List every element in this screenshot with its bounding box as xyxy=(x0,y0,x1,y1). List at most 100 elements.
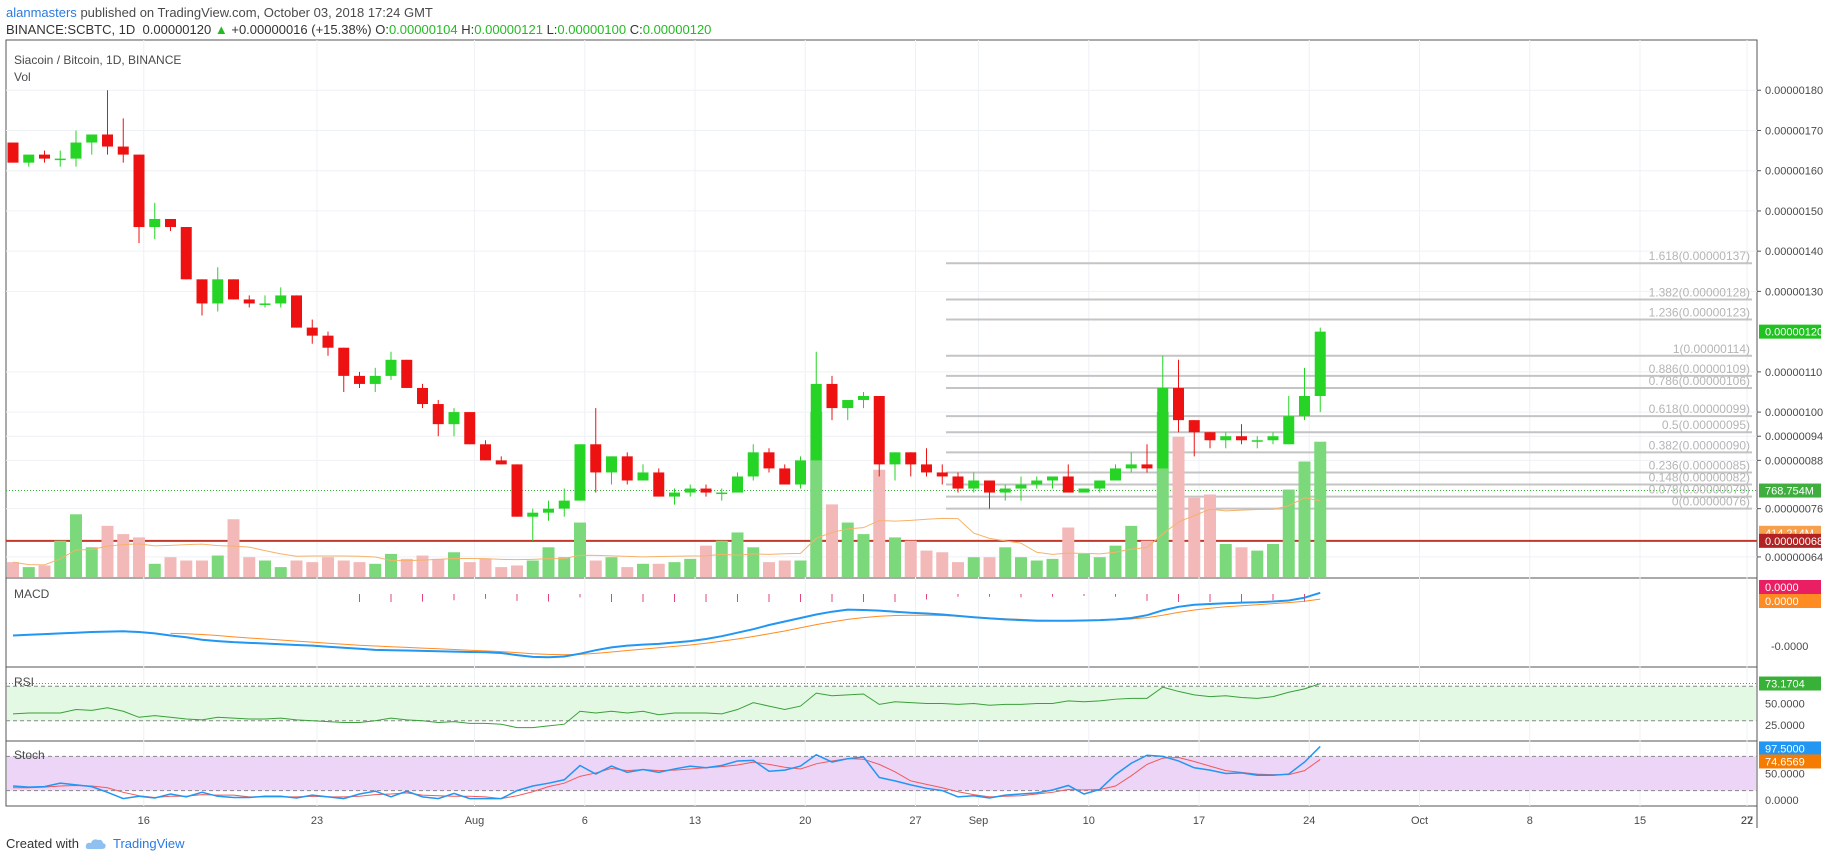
y-tick-label-11: 0.00000064 xyxy=(1765,552,1823,564)
volume-bar-47 xyxy=(747,547,760,577)
candle-body-48 xyxy=(763,452,775,469)
candle-body-3 xyxy=(54,158,66,161)
pane-labels: Siacoin / Bitcoin, 1D, BINANCE Vol MACD RSI… xyxy=(14,53,181,762)
volume-bar-80 xyxy=(1267,544,1279,577)
candle-body-55 xyxy=(873,396,885,465)
volume-bar-52 xyxy=(826,504,838,577)
candle-body-20 xyxy=(322,335,334,348)
candle-body-71 xyxy=(1125,464,1137,469)
candle-body-46 xyxy=(732,476,743,493)
last-price-badge-bg xyxy=(1759,324,1821,339)
candle-body-63 xyxy=(999,488,1011,493)
x-tick-label-2: Aug xyxy=(465,815,485,827)
candle-body-74 xyxy=(1173,387,1184,421)
candle-body-61 xyxy=(968,480,980,489)
macd-label: MACD xyxy=(14,587,50,601)
volume-bar-16 xyxy=(259,560,271,577)
volume-bar-12 xyxy=(196,560,208,577)
volume-bar-59 xyxy=(936,552,949,577)
volume-bar-19 xyxy=(306,562,319,577)
tradingview-brand-link[interactable]: TradingView xyxy=(112,836,185,851)
volume-last-badge: 768.754M xyxy=(1765,486,1814,498)
volume-bar-9 xyxy=(148,563,161,577)
high-value: 0.00000121 xyxy=(474,22,543,37)
rsi-pane xyxy=(6,683,1757,729)
candle-body-17 xyxy=(275,295,287,304)
volume-bar-72 xyxy=(1141,540,1153,577)
candle-body-69 xyxy=(1094,480,1106,489)
volume-bar-10 xyxy=(164,557,177,577)
fibonacci-levels[interactable]: 1.618(0.00000137) 1.382(0.00000128) 1.236(… xyxy=(6,249,1757,542)
volume-bar-68 xyxy=(1078,553,1090,577)
candle-body-25 xyxy=(401,359,413,388)
volume-bar-25 xyxy=(400,558,413,577)
volume-label: Vol xyxy=(14,70,31,84)
volume-bar-29 xyxy=(463,562,476,577)
candle-body-14 xyxy=(228,279,239,300)
macd-tick-label: -0.0000 xyxy=(1771,641,1808,653)
support-badge-bg xyxy=(1759,533,1821,548)
volume-bar-13 xyxy=(211,555,224,577)
ohlc-header: BINANCE:SCBTC, 1D 0.00000120 ▲ +0.000000… xyxy=(6,21,711,39)
fib-label-5: 0.786(0.00000106) xyxy=(1649,374,1750,388)
candle-body-24 xyxy=(385,359,397,376)
y-tick-label-9: 0.00000088 xyxy=(1765,455,1823,467)
x-tick-label-10: 24 xyxy=(1303,815,1315,827)
up-arrow-icon: ▲ xyxy=(214,22,228,37)
candle-body-31 xyxy=(495,460,507,465)
candle-body-32 xyxy=(511,464,523,517)
rsi-value-badge-bg xyxy=(1759,676,1821,691)
volume-bar-11 xyxy=(180,560,193,577)
candle-body-36 xyxy=(574,444,586,501)
volume-bar-27 xyxy=(432,558,445,577)
low-label: L: xyxy=(546,22,558,37)
x-tick-label-8: 10 xyxy=(1083,815,1095,827)
volume-bar-63 xyxy=(999,547,1012,577)
x-tick-label-12: 8 xyxy=(1527,815,1533,827)
author-link[interactable]: alanmasters xyxy=(6,5,77,20)
candle-body-70 xyxy=(1110,468,1121,481)
volume-bar-31 xyxy=(495,567,508,577)
last-price-badge: 0.00000120 xyxy=(1765,327,1823,339)
candle-body-10 xyxy=(165,218,176,228)
volume-bar-5 xyxy=(85,547,98,577)
stoch-k-line xyxy=(12,745,1321,800)
volume-bar-45 xyxy=(715,540,728,577)
volume-bar-66 xyxy=(1046,558,1059,577)
rsi-label: RSI xyxy=(14,675,34,689)
candle-body-1 xyxy=(23,154,35,163)
fib-label-12: 0(0.00000076) xyxy=(1672,495,1750,509)
volume-ma-line xyxy=(12,497,1321,566)
candle-body-16 xyxy=(259,303,271,305)
candle-body-13 xyxy=(212,279,224,304)
candle-body-33 xyxy=(527,512,539,517)
stoch-band xyxy=(7,756,1756,791)
volume-bar-22 xyxy=(353,562,366,577)
volume-bar-78 xyxy=(1235,547,1248,577)
candlesticks[interactable] xyxy=(7,90,1326,541)
volume-bar-41 xyxy=(652,563,665,577)
volume-bar-48 xyxy=(763,562,775,577)
candle-body-26 xyxy=(417,387,428,405)
volume-bar-2 xyxy=(38,565,51,577)
last-price: 0.00000120 xyxy=(142,22,212,37)
volume-bar-40 xyxy=(637,563,649,577)
volume-bar-71 xyxy=(1125,525,1138,577)
stoch-k-badge: 97.5000 xyxy=(1765,743,1805,755)
close-label: C: xyxy=(629,22,643,37)
y-tick-label-1: 0.00000170 xyxy=(1765,125,1823,137)
volume-bar-81 xyxy=(1282,489,1295,577)
volume-bar-55 xyxy=(873,469,886,577)
macd-signal-badge: 0.0000 xyxy=(1765,596,1799,608)
candle-body-35 xyxy=(558,500,570,509)
candle-body-44 xyxy=(700,488,712,493)
fib-label-2: 1.236(0.00000123) xyxy=(1649,306,1750,320)
macd-signal-line xyxy=(170,598,1321,656)
symbol-label: BINANCE:SCBTC, 1D xyxy=(6,22,136,37)
volume-bar-83 xyxy=(1314,441,1327,577)
volume-bar-76 xyxy=(1204,494,1216,577)
candle-body-57 xyxy=(905,452,917,465)
candle-body-52 xyxy=(826,383,838,409)
candle-body-18 xyxy=(291,295,302,328)
